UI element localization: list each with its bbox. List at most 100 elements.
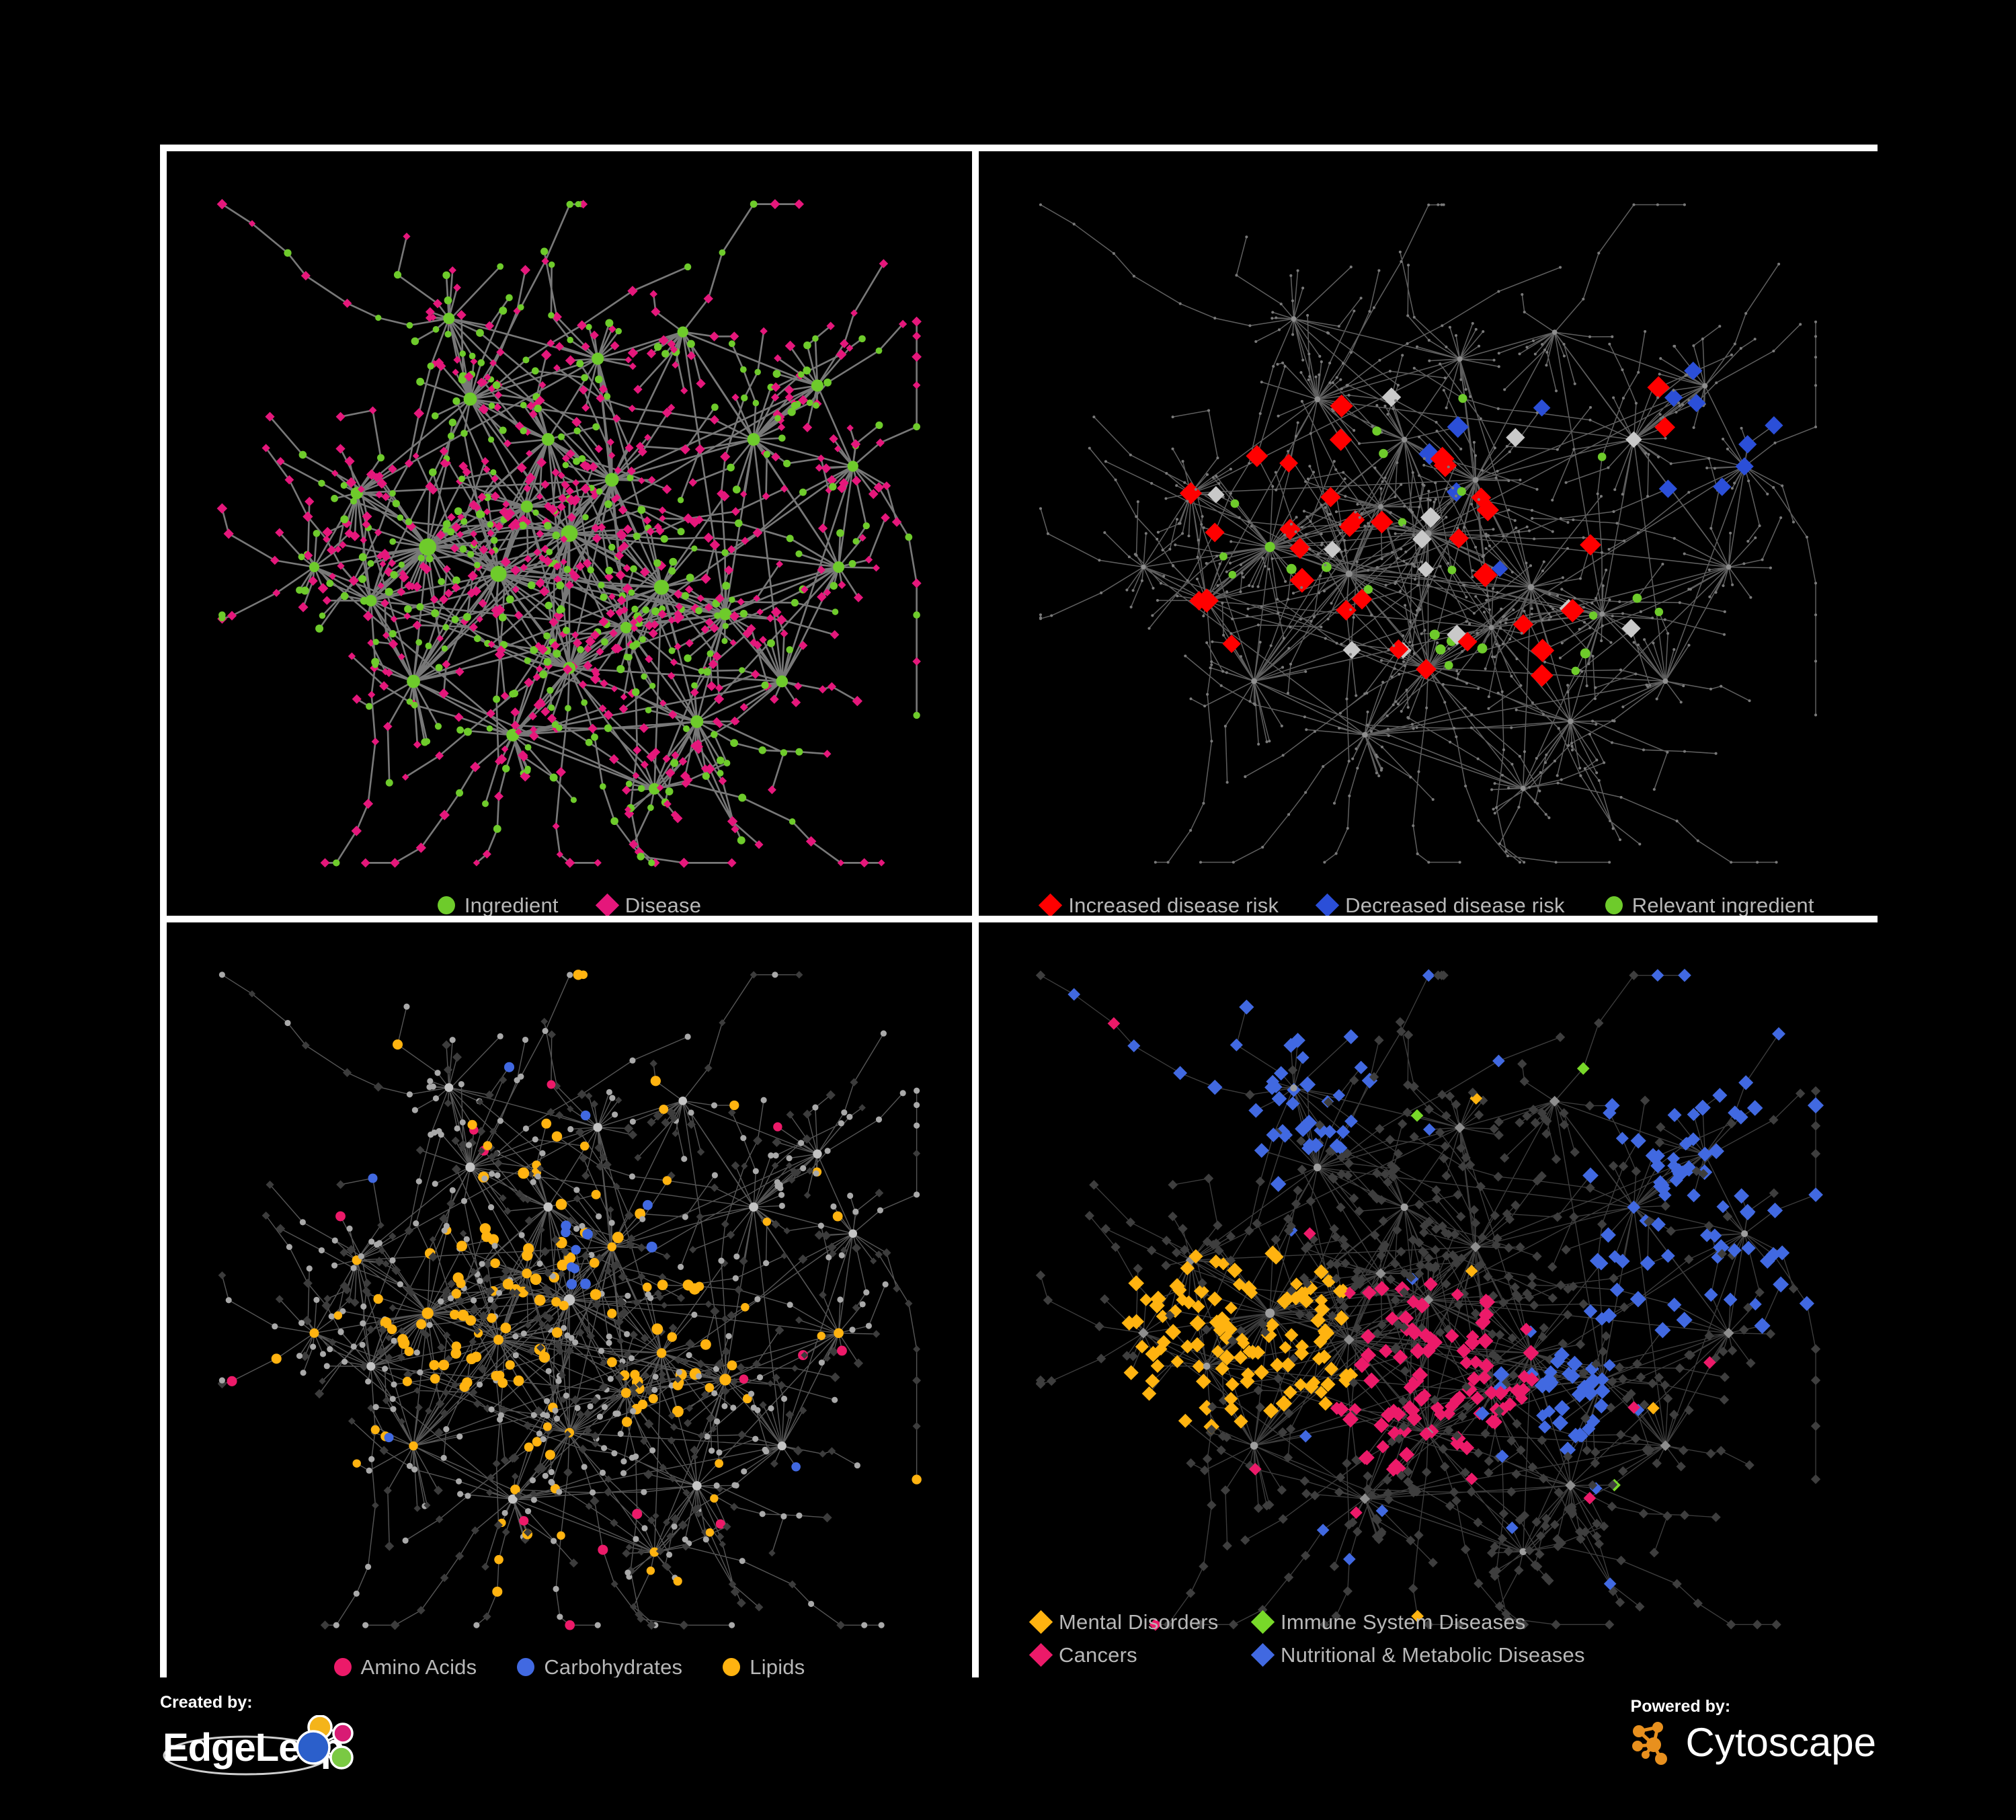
network-node — [620, 1388, 631, 1398]
network-node — [629, 1057, 636, 1064]
network-node — [429, 1359, 440, 1370]
network-node — [784, 340, 796, 352]
network-node — [1396, 1026, 1406, 1037]
network-node — [1712, 1088, 1728, 1103]
network-node — [553, 1415, 561, 1422]
network-node — [1497, 365, 1500, 368]
network-node — [1591, 655, 1595, 658]
panel-ingredient-disease[interactable]: Ingredient Disease — [167, 151, 972, 916]
network-node — [1518, 352, 1521, 356]
panel-disease-classes[interactable]: Mental Disorders Immune System Diseases Ca… — [979, 922, 1878, 1677]
network-node — [1177, 522, 1180, 525]
network-node — [540, 247, 549, 255]
network-node — [617, 1431, 624, 1437]
network-node — [730, 739, 738, 748]
network-node — [780, 485, 789, 493]
network-node — [1393, 667, 1396, 670]
network-node — [1370, 613, 1373, 617]
network-node — [629, 362, 637, 370]
network-node — [1141, 564, 1146, 570]
network-node — [812, 1104, 819, 1111]
network-node — [1197, 539, 1200, 542]
network-node — [711, 731, 718, 738]
network-node — [730, 716, 739, 726]
network-node — [1207, 1079, 1223, 1095]
network-node — [604, 572, 614, 582]
network-canvas-4 — [979, 922, 1878, 1677]
network-node — [713, 1482, 720, 1489]
panel-ingredient-classes[interactable]: Amino Acids Carbohydrates Lipids — [167, 922, 972, 1677]
network-node — [614, 1411, 621, 1417]
network-node — [384, 1433, 394, 1443]
network-node — [1472, 477, 1479, 483]
network-node — [590, 674, 601, 684]
network-node — [403, 1003, 410, 1010]
network-node — [523, 484, 532, 493]
network-node — [823, 588, 832, 596]
network-node — [303, 511, 313, 522]
network-node — [1324, 563, 1327, 567]
network-node — [1722, 633, 1726, 636]
network-node — [599, 1469, 606, 1476]
network-node — [667, 1332, 677, 1342]
network-node — [1511, 1469, 1521, 1479]
network-node — [501, 1528, 510, 1536]
network-node — [1662, 1511, 1672, 1521]
network-node — [532, 509, 539, 516]
network-node — [1455, 677, 1459, 680]
network-node — [848, 1229, 858, 1238]
network-node — [1506, 1487, 1517, 1497]
network-node — [756, 1374, 764, 1381]
network-node — [1260, 1327, 1271, 1337]
network-node — [695, 1373, 702, 1380]
network-node — [518, 1232, 525, 1238]
network-node — [455, 1478, 462, 1485]
network-node — [1170, 1355, 1184, 1368]
network-node — [607, 1308, 617, 1318]
network-node — [336, 1180, 346, 1189]
network-node — [1279, 453, 1299, 473]
network-node — [1773, 1276, 1789, 1293]
network-node — [838, 1252, 845, 1259]
network-node — [1399, 590, 1402, 593]
network-node — [452, 576, 460, 585]
network-node — [1580, 648, 1590, 659]
network-node — [827, 682, 836, 691]
panel-disease-risk[interactable]: Increased disease risk Decreased disease … — [979, 151, 1878, 916]
network-node — [586, 323, 592, 330]
network-node — [1672, 389, 1675, 392]
network-node — [562, 461, 569, 469]
network-node — [489, 1127, 497, 1136]
network-node — [1335, 1472, 1346, 1482]
network-node — [374, 1257, 385, 1267]
network-node — [642, 1282, 652, 1292]
network-node — [501, 1509, 508, 1516]
network-node — [768, 1152, 774, 1159]
network-node — [1504, 850, 1508, 853]
network-node — [1771, 1620, 1781, 1630]
network-node — [1229, 1038, 1243, 1052]
network-node — [732, 485, 741, 494]
network-node — [454, 667, 465, 676]
network-node — [390, 571, 398, 579]
network-node — [1398, 518, 1407, 527]
network-node — [318, 1247, 325, 1254]
network-node — [786, 1111, 795, 1119]
network-node — [803, 1191, 811, 1199]
network-node — [1406, 706, 1410, 709]
network-node — [555, 1378, 562, 1384]
network-node — [1535, 487, 1539, 491]
network-node — [1331, 1611, 1341, 1621]
network-node — [729, 596, 735, 603]
network-node — [1207, 1402, 1217, 1412]
network-node — [1772, 350, 1775, 353]
network-node — [413, 407, 425, 419]
network-node — [1359, 296, 1363, 300]
network-node — [1435, 420, 1438, 424]
network-node — [1502, 615, 1506, 618]
network-node — [852, 696, 863, 707]
network-node — [514, 610, 524, 620]
network-node — [1578, 766, 1582, 770]
network-node — [1308, 1137, 1324, 1153]
